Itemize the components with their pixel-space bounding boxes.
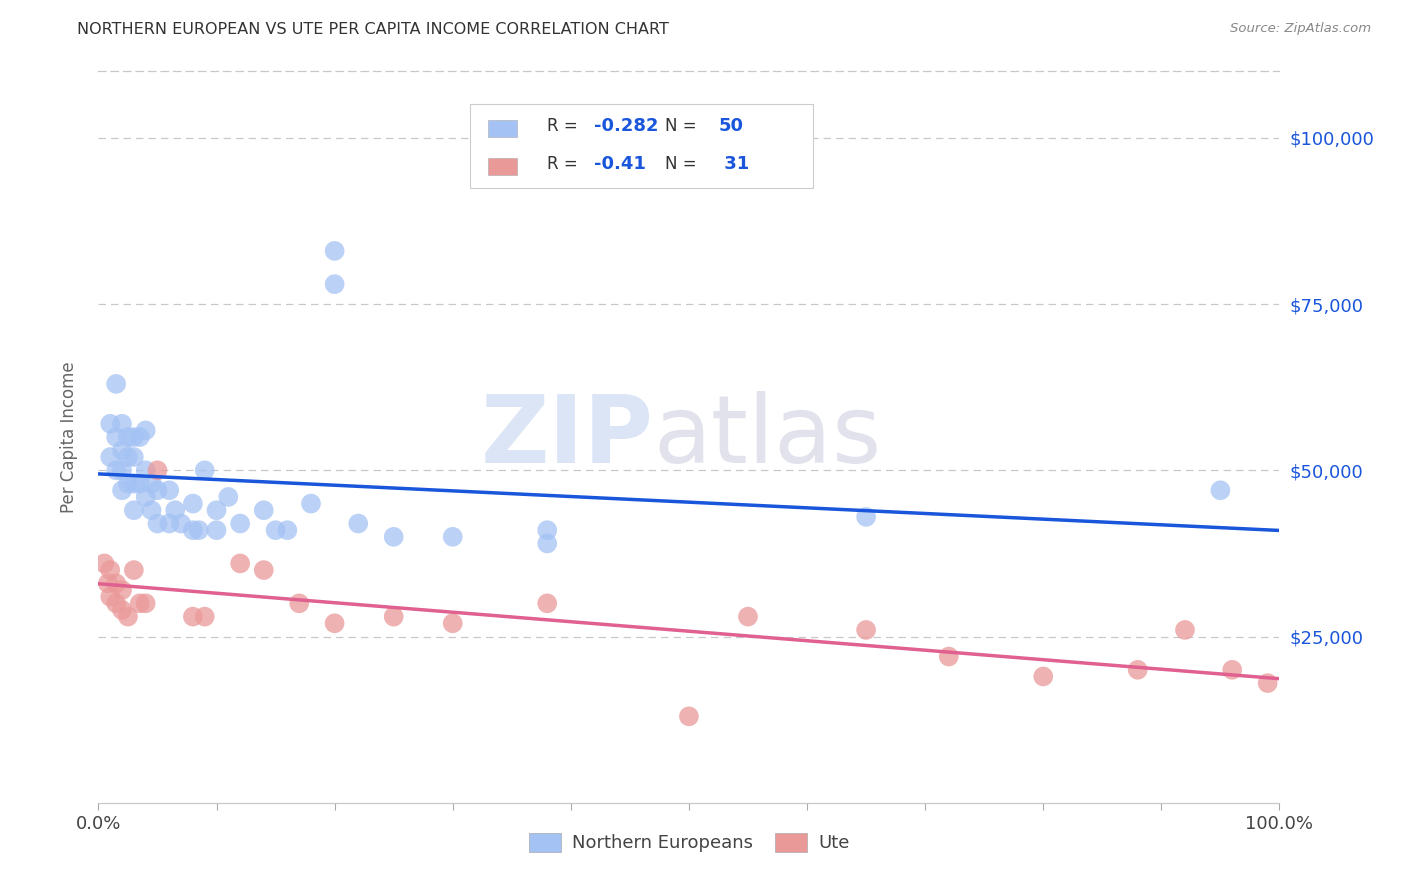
Text: Source: ZipAtlas.com: Source: ZipAtlas.com [1230, 22, 1371, 36]
Point [181, 523, 204, 537]
Point [382, 530, 405, 544]
Point [111, 417, 134, 431]
Point [117, 609, 139, 624]
Point [111, 443, 134, 458]
Point [382, 609, 405, 624]
Text: atlas: atlas [654, 391, 882, 483]
Point [122, 476, 145, 491]
Point [135, 463, 157, 477]
Point [105, 576, 128, 591]
Point [146, 483, 169, 498]
Point [105, 596, 128, 610]
Point [194, 463, 217, 477]
Point [253, 563, 276, 577]
Text: R =: R = [547, 155, 583, 173]
Point [98, 417, 121, 431]
Point [737, 609, 759, 624]
Point [98, 450, 121, 464]
Point [181, 609, 204, 624]
Point [122, 430, 145, 444]
Text: NORTHERN EUROPEAN VS UTE PER CAPITA INCOME CORRELATION CHART: NORTHERN EUROPEAN VS UTE PER CAPITA INCO… [77, 22, 669, 37]
Point [157, 516, 180, 531]
Bar [488, 120, 516, 137]
Point [122, 563, 145, 577]
Point [181, 497, 204, 511]
Point [441, 616, 464, 631]
Point [105, 376, 128, 391]
Point [117, 450, 139, 464]
Point [205, 523, 228, 537]
Point [105, 463, 128, 477]
Point [1032, 669, 1054, 683]
Text: N =: N = [665, 155, 702, 173]
Point [288, 596, 311, 610]
Point [111, 582, 134, 597]
Point [105, 430, 128, 444]
Text: -0.282: -0.282 [595, 117, 659, 136]
Point [253, 503, 276, 517]
Point [441, 530, 464, 544]
Text: 31: 31 [718, 155, 749, 173]
Point [170, 516, 193, 531]
Point [93, 557, 115, 571]
Point [217, 490, 239, 504]
Text: R =: R = [547, 117, 583, 136]
Point [135, 424, 157, 438]
Point [323, 277, 346, 292]
Point [117, 476, 139, 491]
Point [536, 536, 558, 550]
Point [97, 576, 120, 591]
Point [323, 616, 346, 631]
Point [1257, 676, 1279, 690]
Point [276, 523, 298, 537]
Point [678, 709, 700, 723]
Point [229, 516, 252, 531]
Point [194, 609, 217, 624]
Point [299, 497, 322, 511]
Y-axis label: Per Capita Income: Per Capita Income [59, 361, 77, 513]
Point [111, 483, 134, 498]
Text: -0.41: -0.41 [595, 155, 647, 173]
Point [855, 509, 877, 524]
Point [98, 563, 121, 577]
Point [264, 523, 287, 537]
Point [128, 596, 150, 610]
Bar [488, 158, 516, 175]
Point [323, 244, 346, 258]
Point [536, 596, 558, 610]
Point [205, 503, 228, 517]
Point [141, 476, 163, 491]
Point [135, 490, 157, 504]
Point [347, 516, 370, 531]
Point [111, 463, 134, 477]
Point [187, 523, 209, 537]
Text: 50: 50 [718, 117, 744, 136]
Point [135, 596, 157, 610]
Point [1174, 623, 1197, 637]
Point [536, 523, 558, 537]
Point [1126, 663, 1149, 677]
Text: ZIP: ZIP [481, 391, 654, 483]
Point [1209, 483, 1232, 498]
Point [117, 430, 139, 444]
Point [146, 463, 169, 477]
Point [128, 430, 150, 444]
Bar [471, 104, 813, 188]
Point [128, 476, 150, 491]
Legend: Northern Europeans, Ute: Northern Europeans, Ute [522, 826, 856, 860]
Point [165, 503, 187, 517]
Text: N =: N = [665, 117, 702, 136]
Point [146, 516, 169, 531]
Point [98, 590, 121, 604]
Point [157, 483, 180, 498]
Point [855, 623, 877, 637]
Point [111, 603, 134, 617]
Point [938, 649, 960, 664]
Point [1220, 663, 1243, 677]
Point [229, 557, 252, 571]
Point [141, 503, 163, 517]
Point [122, 503, 145, 517]
Point [122, 450, 145, 464]
